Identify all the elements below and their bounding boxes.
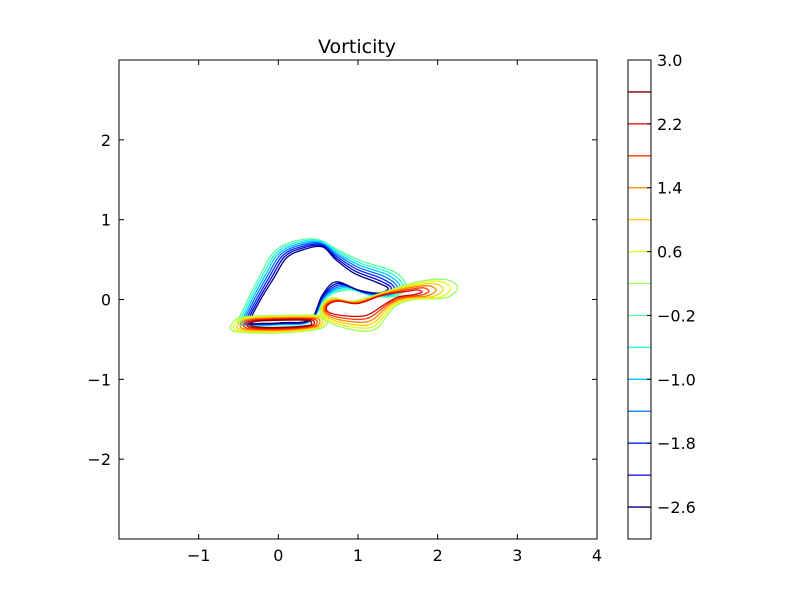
y-tick-label: 0 (101, 291, 111, 310)
colorbar-background (628, 60, 651, 539)
plot-background (119, 60, 597, 539)
chart-title: Vorticity (318, 36, 396, 58)
contour-line-tail-1_8 (324, 287, 430, 321)
contour-line-band-0_6 (232, 315, 327, 333)
y-tick-label: −1 (87, 370, 111, 389)
colorbar-frame (627, 59, 652, 540)
x-tick-label: 2 (433, 546, 443, 565)
colorbar-tick-label: 0.6 (657, 243, 682, 262)
x-tick-label: −1 (187, 546, 211, 565)
contour-line-band-2_2 (246, 318, 316, 330)
colorbar-tick-label: 2.2 (657, 115, 682, 134)
contour-lines (229, 238, 459, 334)
colorbar-tick-label: 3.0 (657, 51, 682, 70)
x-tick-label: 1 (353, 546, 363, 565)
x-tick-label: 0 (273, 546, 283, 565)
y-tick-label: −2 (87, 450, 111, 469)
contour-line-band-2_6 (249, 319, 313, 329)
contour-line-tail-2_2 (325, 289, 423, 318)
colorbar-tick-label: −0.2 (657, 306, 696, 325)
x-tick-label: 3 (512, 546, 522, 565)
contour-line-band-1_4 (239, 316, 321, 331)
plot-area: −1 0 1 2 3 4 −2 −1 0 1 2 (87, 59, 602, 565)
colorbar-tick-label: −1.8 (657, 434, 696, 453)
x-tick-label: 4 (592, 546, 602, 565)
colorbar-tick-label: 1.4 (657, 179, 682, 198)
contour-line-band-1_8 (242, 317, 318, 331)
y-tick-label: 1 (101, 211, 111, 230)
y-tick-label: 2 (101, 131, 111, 150)
contour-line-tail-1_4 (323, 285, 437, 323)
contour-line-band-1 (236, 315, 324, 332)
colorbar: 3.0 2.2 1.4 0.6 −0.2 −1.0 −1.8 −2.6 (627, 51, 696, 540)
contour-line-band-0_2 (229, 314, 330, 334)
colorbar-tick-label: −1.0 (657, 370, 696, 389)
colorbar-tick-label: −2.6 (657, 498, 696, 517)
